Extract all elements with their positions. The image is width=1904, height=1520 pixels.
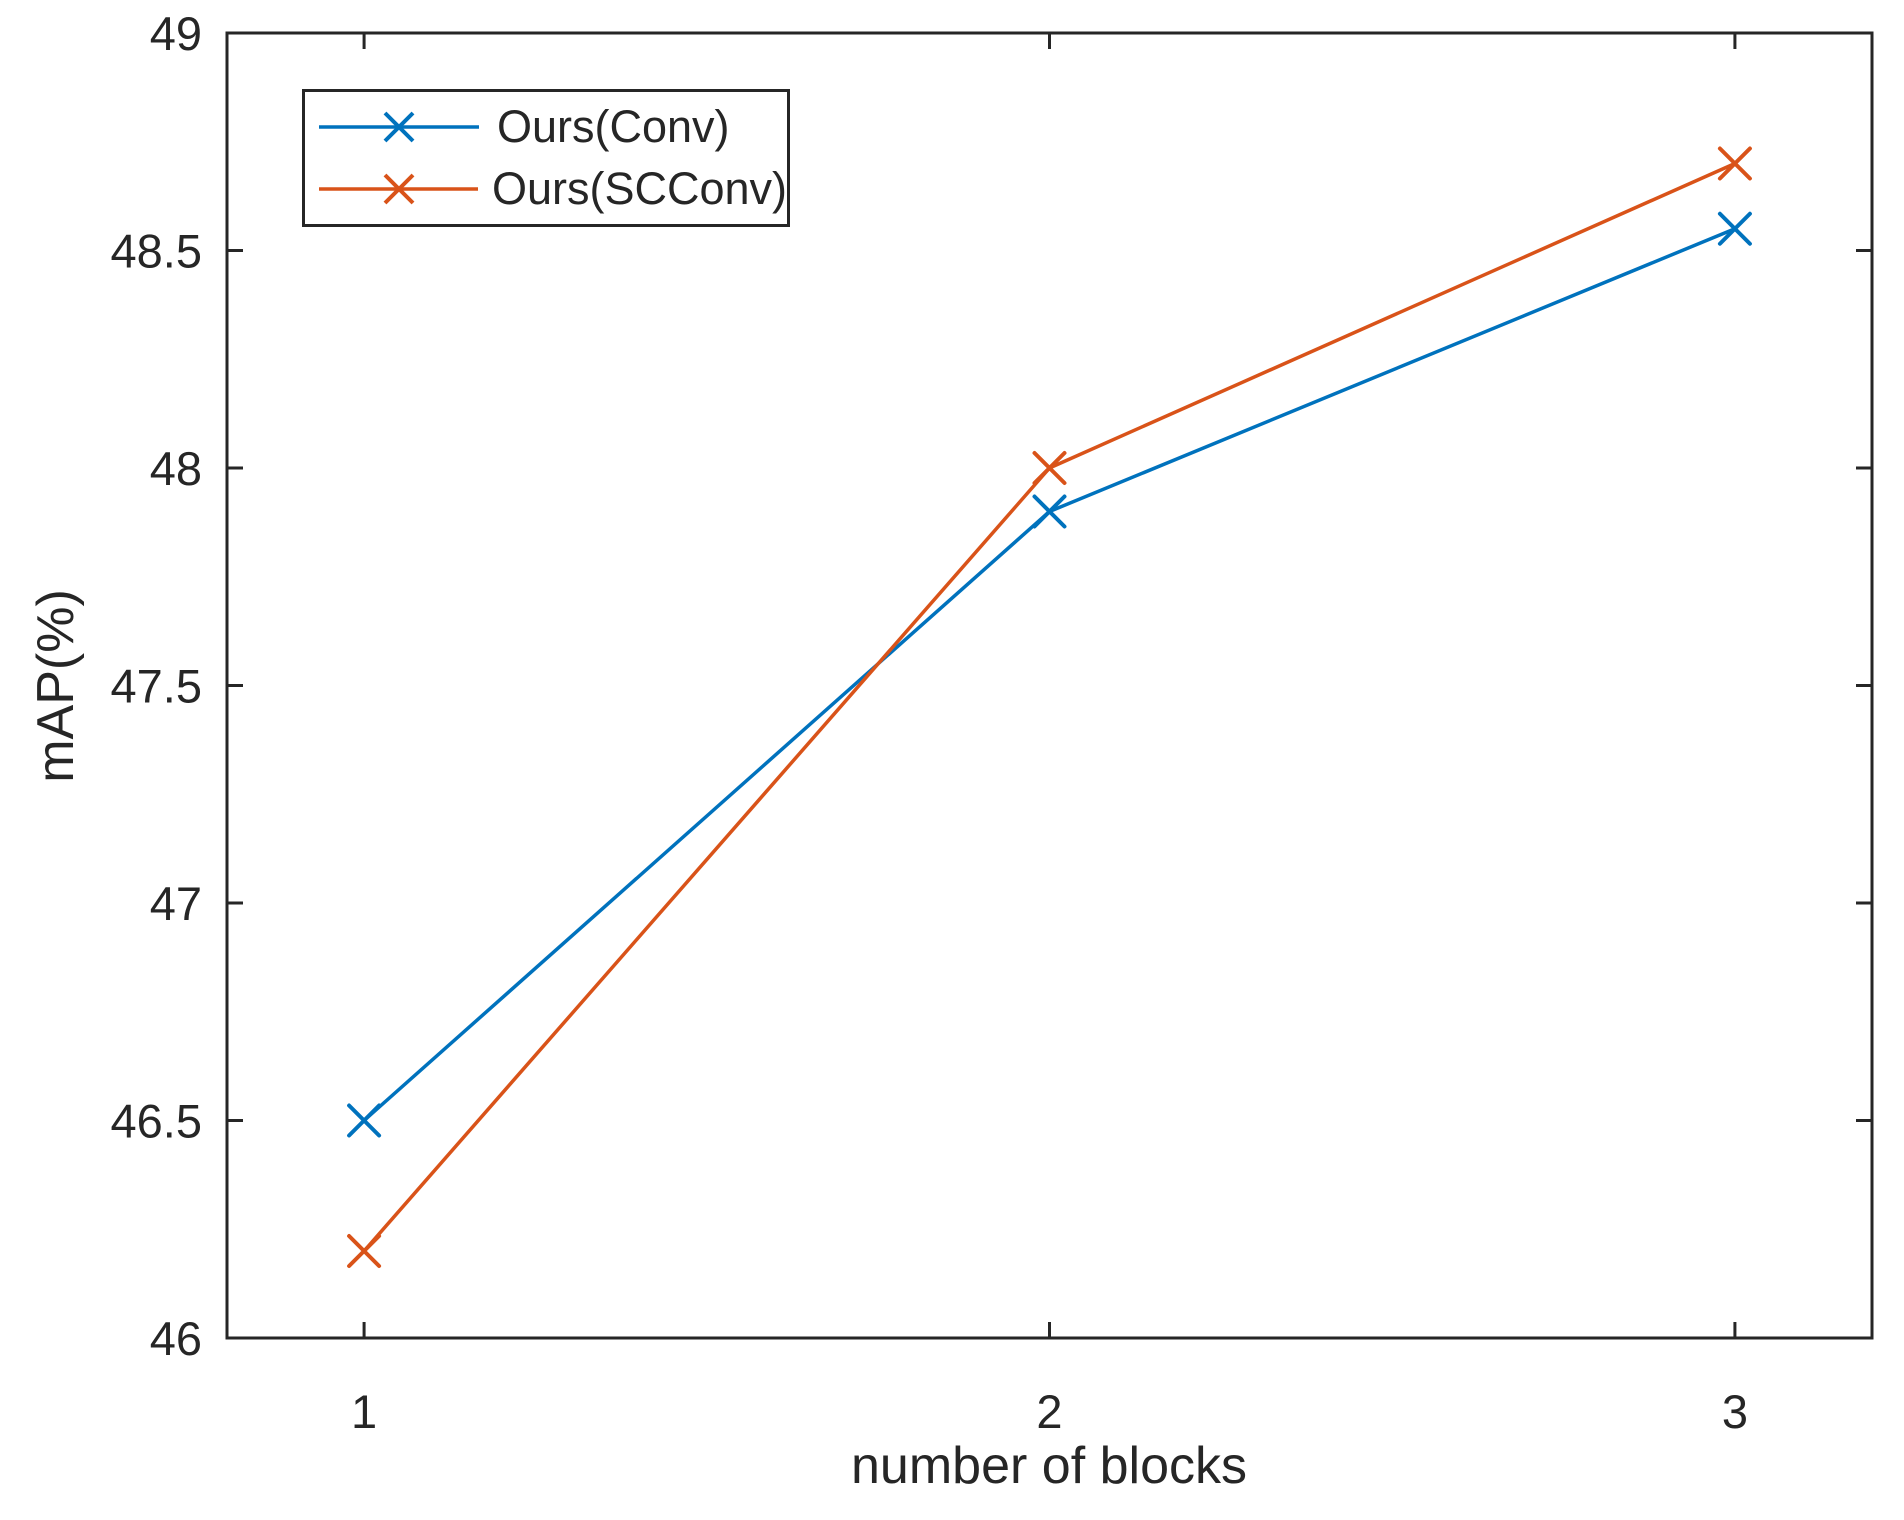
data-point-marker	[1032, 451, 1067, 485]
data-point-marker	[347, 1103, 382, 1138]
x-axis-label: number of blocks	[851, 1437, 1247, 1495]
plot-box	[225, 31, 1874, 1340]
legend: Ours(Conv) Ours(SCConv)	[302, 89, 790, 227]
x-tick-label: 3	[1722, 1385, 1748, 1438]
data-point-marker	[1717, 146, 1752, 181]
data-point-marker	[1717, 211, 1752, 246]
y-tick-label: 48	[150, 442, 202, 495]
y-tick-label: 47.5	[111, 660, 202, 713]
y-tick-label: 48.5	[111, 225, 202, 278]
legend-label-scconv: Ours(SCConv)	[491, 163, 787, 214]
y-axis-label: mAP(%)	[27, 589, 85, 783]
legend-item-ours-conv: Ours(Conv)	[315, 96, 787, 158]
series-line-ours-conv-	[362, 227, 1736, 1122]
y-tick-label: 46.5	[111, 1095, 202, 1148]
y-tick-label: 47	[150, 877, 202, 930]
x-tick-label: 1	[351, 1385, 377, 1438]
legend-line-sample-conv	[319, 111, 479, 143]
y-tick-label: 49	[150, 7, 202, 60]
legend-item-ours-scconv: Ours(SCConv)	[315, 158, 787, 220]
legend-label-conv: Ours(Conv)	[497, 101, 730, 152]
data-point-marker	[1032, 494, 1067, 529]
data-point-marker	[347, 1234, 382, 1268]
legend-line-sample-scconv	[319, 173, 478, 205]
series-line-ours-scconv-	[362, 161, 1736, 1253]
x-tick-label: 2	[1036, 1385, 1062, 1438]
y-tick-label: 46	[150, 1312, 202, 1365]
